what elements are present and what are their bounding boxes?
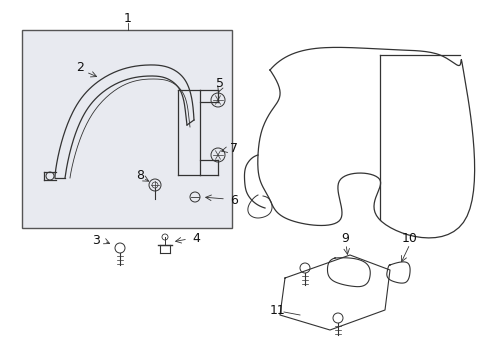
Text: 1: 1 [124, 12, 132, 24]
Text: 3: 3 [92, 234, 100, 247]
Text: 11: 11 [269, 303, 285, 316]
Text: 4: 4 [192, 231, 200, 244]
Bar [22, 30, 231, 228]
Text: 7: 7 [229, 141, 238, 154]
Text: 6: 6 [229, 194, 237, 207]
Text: 2: 2 [76, 60, 84, 73]
Text: 8: 8 [136, 168, 143, 181]
Text: 5: 5 [216, 77, 224, 90]
Text: 9: 9 [340, 231, 348, 244]
Text: 10: 10 [401, 231, 417, 244]
